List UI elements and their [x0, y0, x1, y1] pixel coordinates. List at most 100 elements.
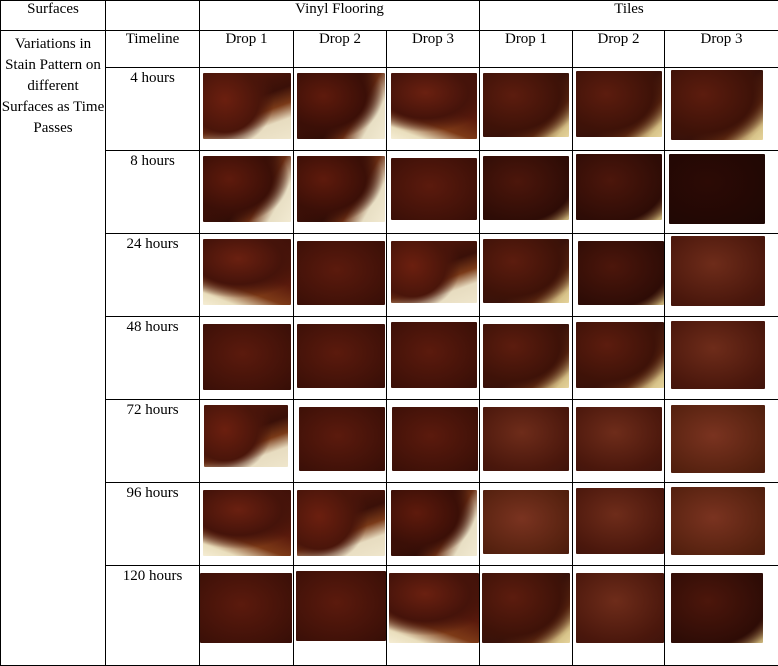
- stain-photo: [391, 73, 477, 139]
- stain-photo: [578, 241, 664, 305]
- vinyl-drop-1-cell: [200, 566, 294, 666]
- stain-photo: [669, 154, 765, 224]
- stain-photo: [671, 487, 765, 555]
- vinyl-drop-2-cell: [294, 234, 387, 317]
- vinyl-drop-3-cell: [387, 400, 480, 483]
- vinyl-drop-2-cell: [294, 483, 387, 566]
- vinyl-drop-3-cell: [387, 483, 480, 566]
- timeline-cell: 96 hours: [106, 483, 200, 566]
- stain-photo: [391, 322, 477, 388]
- tiles-drop-2-cell: [573, 400, 665, 483]
- stain-photo: [483, 324, 569, 388]
- stain-photo: [483, 490, 569, 554]
- stain-photo: [671, 405, 765, 473]
- vinyl-drop-2-cell: [294, 566, 387, 666]
- tiles-drop-2-cell: [573, 151, 665, 234]
- vinyl-drop-1-header: Drop 1: [200, 31, 294, 68]
- surface-description: Variations in Stain Pattern on different…: [1, 31, 106, 666]
- stain-photo: [391, 490, 477, 556]
- stain-photo: [392, 407, 478, 471]
- stain-photo: [576, 488, 664, 554]
- vinyl-drop-3-cell: [387, 151, 480, 234]
- table-row: 120 hours: [1, 566, 778, 666]
- vinyl-drop-2-cell: [294, 68, 387, 151]
- vinyl-drop-1-cell: [200, 68, 294, 151]
- vinyl-drop-1-cell: [200, 151, 294, 234]
- vinyl-drop-3-cell: [387, 234, 480, 317]
- stain-photo: [576, 71, 662, 137]
- table-row: 48 hours: [1, 317, 778, 400]
- tiles-drop-1-cell: [480, 68, 573, 151]
- stain-photo: [297, 324, 385, 388]
- stain-photo: [576, 154, 662, 220]
- vinyl-flooring-header: Vinyl Flooring: [200, 1, 480, 31]
- stain-photo: [576, 322, 664, 388]
- stain-photo: [297, 73, 385, 139]
- stain-photo: [203, 324, 291, 390]
- vinyl-drop-1-cell: [200, 400, 294, 483]
- tiles-header: Tiles: [480, 1, 778, 31]
- timeline-cell: 48 hours: [106, 317, 200, 400]
- stain-photo: [297, 241, 385, 305]
- vinyl-drop-2-cell: [294, 151, 387, 234]
- blank-header-cell: [106, 1, 200, 31]
- stain-photo: [203, 73, 291, 139]
- stain-photo: [389, 573, 479, 643]
- tiles-drop-3-cell: [665, 400, 778, 483]
- stain-photo: [576, 407, 662, 471]
- vinyl-drop-1-cell: [200, 483, 294, 566]
- tiles-drop-1-cell: [480, 483, 573, 566]
- table-row: 8 hours: [1, 151, 778, 234]
- tiles-drop-2-cell: [573, 483, 665, 566]
- timeline-cell: 8 hours: [106, 151, 200, 234]
- stain-photo: [671, 321, 765, 389]
- stain-photo: [203, 156, 291, 222]
- stain-photo: [482, 573, 570, 643]
- stain-photo: [671, 70, 763, 140]
- vinyl-drop-3-cell: [387, 317, 480, 400]
- stain-photo: [299, 407, 385, 471]
- stain-photo: [391, 158, 477, 220]
- surfaces-header: Surfaces: [1, 1, 106, 31]
- stain-photo: [204, 405, 288, 467]
- stain-photo: [483, 239, 569, 303]
- vinyl-drop-1-cell: [200, 317, 294, 400]
- stain-photo: [391, 241, 477, 303]
- tiles-drop-1-header: Drop 1: [480, 31, 573, 68]
- vinyl-drop-3-cell: [387, 68, 480, 151]
- timeline-cell: 72 hours: [106, 400, 200, 483]
- stain-photo: [203, 239, 291, 305]
- vinyl-drop-3-header: Drop 3: [387, 31, 480, 68]
- tiles-drop-1-cell: [480, 317, 573, 400]
- stain-photo: [297, 156, 385, 222]
- stain-photo: [200, 573, 292, 643]
- stain-photo: [483, 407, 569, 471]
- tiles-drop-2-cell: [573, 68, 665, 151]
- stain-photo: [671, 236, 765, 306]
- tiles-drop-2-cell: [573, 234, 665, 317]
- tiles-drop-3-cell: [665, 234, 778, 317]
- vinyl-drop-1-cell: [200, 234, 294, 317]
- vinyl-drop-3-cell: [387, 566, 480, 666]
- timeline-cell: 120 hours: [106, 566, 200, 666]
- tiles-drop-3-cell: [665, 317, 778, 400]
- timeline-cell: 4 hours: [106, 68, 200, 151]
- stain-photo: [483, 156, 569, 220]
- vinyl-drop-2-cell: [294, 317, 387, 400]
- stain-photo: [576, 573, 664, 643]
- header-row-surfaces: Surfaces Vinyl Flooring Tiles: [1, 1, 778, 31]
- tiles-drop-1-cell: [480, 566, 573, 666]
- tiles-drop-3-cell: [665, 151, 778, 234]
- table-row: 24 hours: [1, 234, 778, 317]
- stain-photo: [296, 571, 386, 641]
- header-row-drops: Variations in Stain Pattern on different…: [1, 31, 778, 68]
- tiles-drop-3-header: Drop 3: [665, 31, 778, 68]
- vinyl-drop-2-cell: [294, 400, 387, 483]
- timeline-cell: 24 hours: [106, 234, 200, 317]
- stain-photo: [483, 73, 569, 137]
- table-row: 4 hours: [1, 68, 778, 151]
- timeline-header: Timeline: [106, 31, 200, 68]
- tiles-drop-2-cell: [573, 317, 665, 400]
- vinyl-drop-2-header: Drop 2: [294, 31, 387, 68]
